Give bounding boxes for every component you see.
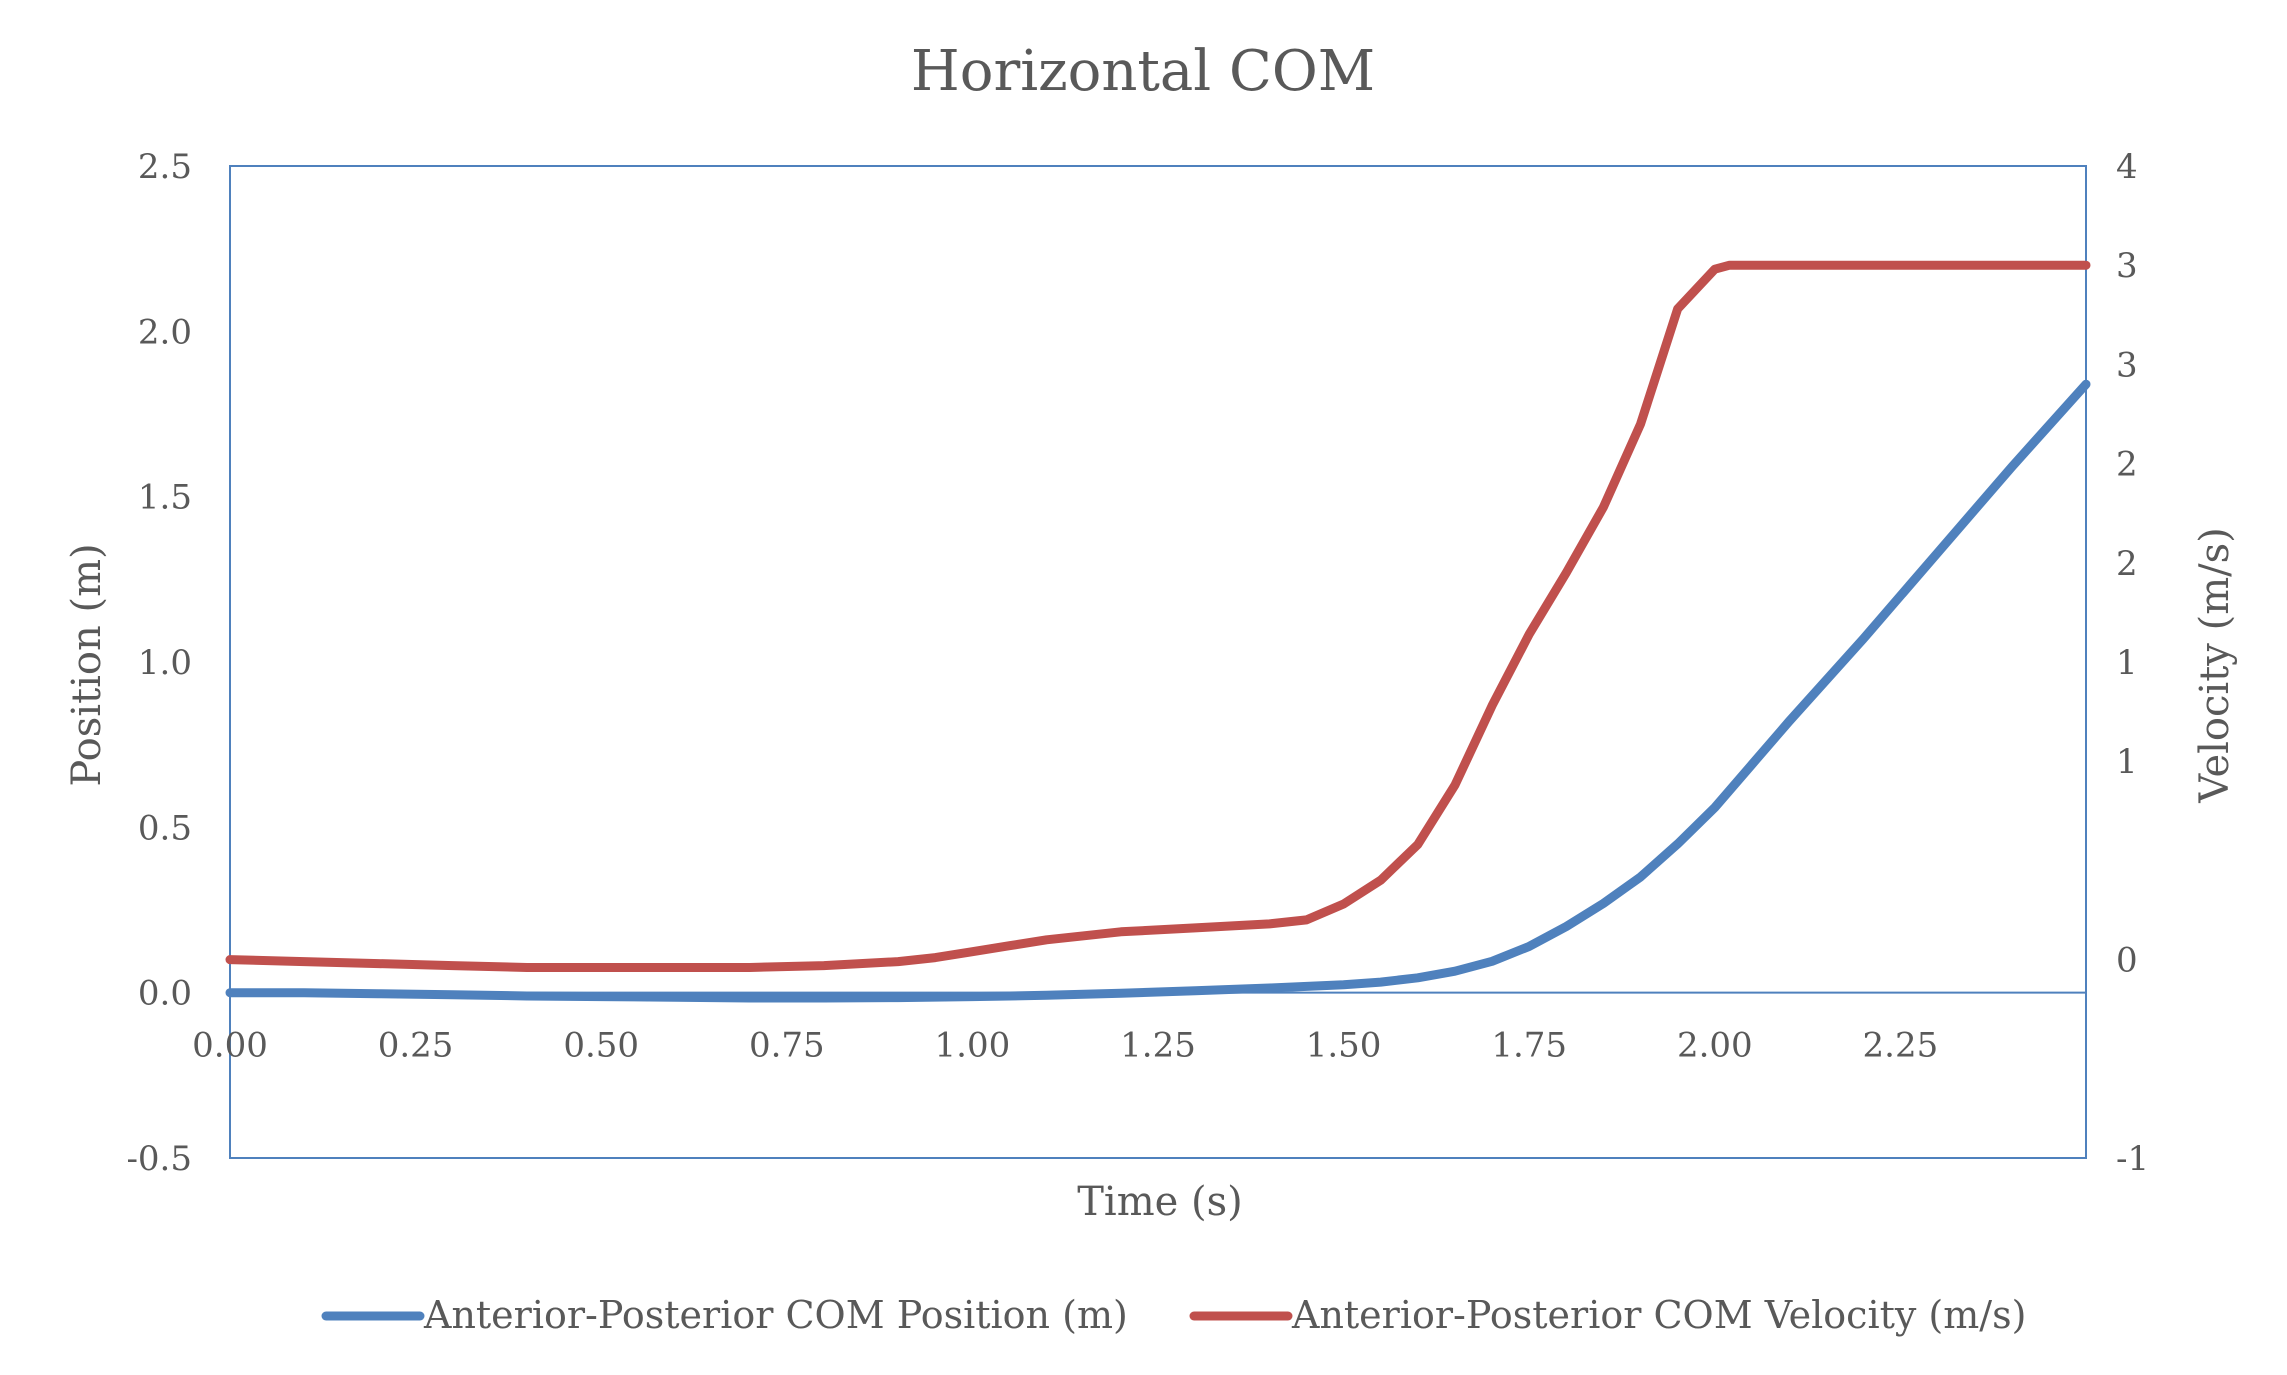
x-tick-label: 0.75 <box>749 1026 825 1066</box>
x-tick-label: 1.00 <box>935 1026 1011 1066</box>
x-tick-label: 0.50 <box>563 1026 639 1066</box>
plot-area <box>229 165 2087 1159</box>
series-line-velocity <box>225 260 2091 972</box>
y-right-tick-label: 1 <box>2116 643 2138 683</box>
series-line-position <box>225 379 2091 1003</box>
y-left-tick-label: 0.5 <box>138 808 192 848</box>
y-left-tick-label: 2.5 <box>138 147 192 187</box>
y-right-tick-label: 1 <box>2116 742 2138 782</box>
y-left-tick-label: 1.5 <box>138 478 192 518</box>
series-layer <box>225 260 2091 1003</box>
y-left-tick-label: -0.5 <box>126 1139 192 1179</box>
legend-label-position: Anterior-Posterior COM Position (m) <box>423 1293 1128 1337</box>
x-tick-label: 0.00 <box>192 1026 268 1066</box>
y-left-axis-ticks: 2.5 2.0 1.5 1.0 0.5 0.0 -0.5 <box>126 147 192 1179</box>
y-right-tick-label: -1 <box>2116 1139 2149 1179</box>
y-right-tick-label: 2 <box>2116 445 2138 485</box>
y-right-tick-label: 3 <box>2116 345 2138 385</box>
y-right-tick-label: 4 <box>2116 147 2138 187</box>
legend: Anterior-Posterior COM Position (m) Ante… <box>321 1293 2026 1337</box>
x-tick-label: 2.25 <box>1863 1026 1939 1066</box>
x-axis-title: Time (s) <box>1077 1179 1243 1225</box>
y-right-axis-ticks: 4 3 3 2 2 1 1 0 -1 <box>2116 147 2149 1179</box>
x-tick-label: 1.75 <box>1491 1026 1567 1066</box>
x-tick-label: 0.25 <box>378 1026 454 1066</box>
y-right-tick-label: 2 <box>2116 544 2138 584</box>
y-left-axis-title: Position (m) <box>64 543 110 786</box>
y-left-tick-label: 0.0 <box>138 974 192 1014</box>
y-left-tick-label: 2.0 <box>138 312 192 352</box>
x-tick-label: 2.00 <box>1677 1026 1753 1066</box>
chart-title: Horizontal COM <box>911 39 1375 104</box>
legend-label-velocity: Anterior-Posterior COM Velocity (m/s) <box>1291 1293 2026 1337</box>
x-tick-label: 1.25 <box>1120 1026 1196 1066</box>
y-right-tick-label: 0 <box>2116 941 2138 981</box>
y-left-tick-label: 1.0 <box>138 643 192 683</box>
y-right-tick-label: 3 <box>2116 246 2138 286</box>
x-axis-ticks: 0.00 0.25 0.50 0.75 1.00 1.25 1.50 1.75 2.00 2.25 <box>192 1026 1938 1066</box>
y-right-axis-title: Velocity (m/s) <box>2192 527 2238 804</box>
x-tick-label: 1.50 <box>1306 1026 1382 1066</box>
